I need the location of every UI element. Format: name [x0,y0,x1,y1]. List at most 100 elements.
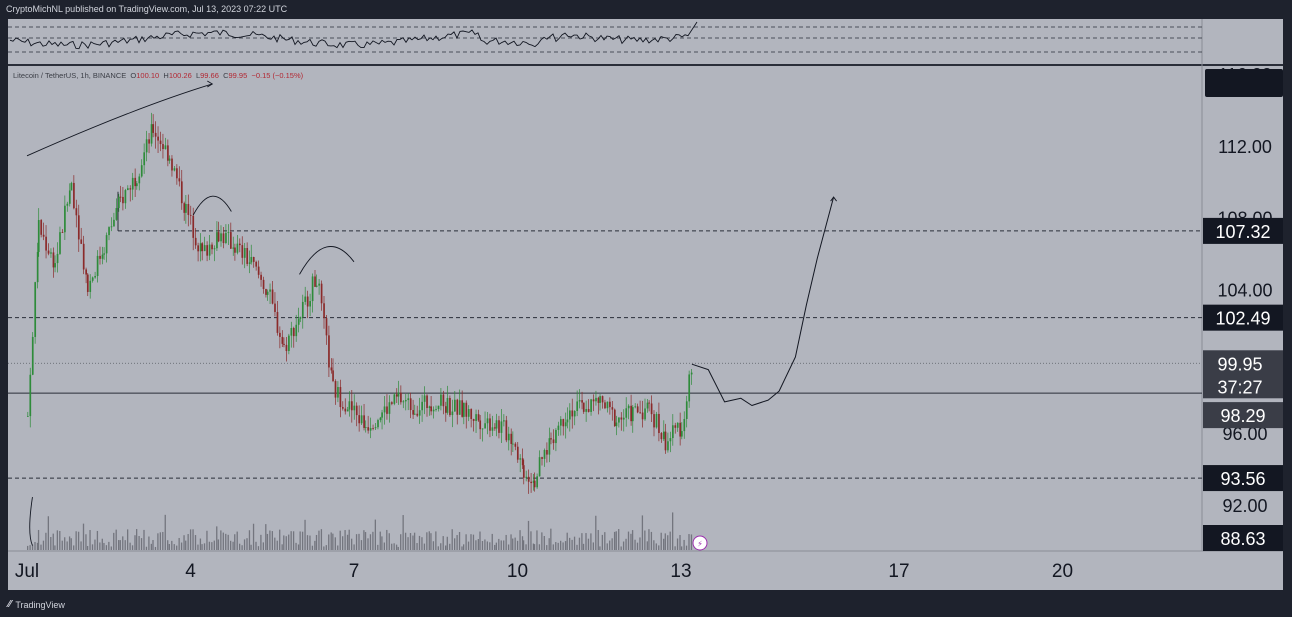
candle-body-183 [454,399,456,412]
price-chart[interactable]: ⚡116.00112.00108.00104.0096.0092.00107.3… [0,0,1292,592]
legend-symbol: Litecoin / TetherUS, 1h, BINANCE [13,71,127,80]
volume-bar-198 [489,542,491,550]
volume-bar-35 [108,541,110,550]
volume-bar-66 [180,542,183,550]
legend-high: 100.26 [168,71,192,80]
candle-body-51 [145,139,148,153]
candle-body-55 [154,132,157,137]
candle-body-245 [597,397,600,403]
volume-bar-67 [183,535,185,550]
volume-bar-36 [110,546,112,550]
volume-bar-140 [353,544,355,550]
candle-body-185 [458,400,461,415]
volume-bar-263 [639,537,641,550]
volume-bar-136 [344,530,346,550]
candle-body-188 [465,402,468,417]
candle-body-179 [445,406,447,413]
candle-body-172 [428,406,431,409]
volume-bar-8 [45,532,47,550]
volume-bar-163 [407,537,409,550]
candle-body-138 [348,401,351,410]
candle-body-45 [131,177,134,190]
volume-bar-205 [505,534,507,550]
volume-bar-47 [136,529,138,550]
candle-body-33 [103,253,105,255]
volume-bar-204 [503,540,505,550]
candle-body-147 [369,428,372,431]
volume-bar-164 [409,533,412,550]
volume-bar-64 [176,545,178,550]
candle-body-222 [543,449,546,459]
candle-body-199 [491,427,494,431]
volume-bar-42 [124,540,126,550]
volume-bar-285 [690,534,693,550]
candle-body-94 [246,248,249,264]
volume-bar-155 [388,533,390,550]
volume-bar-11 [52,533,54,550]
volume-bar-214 [525,544,527,550]
candle-body-105 [271,289,274,304]
volume-bar-166 [413,532,416,550]
candle-body-85 [225,232,227,244]
candle-body-191 [472,419,475,421]
candle-body-253 [615,422,618,427]
volume-bar-186 [461,546,463,550]
candle-body-258 [627,405,630,409]
candle-body-273 [663,431,665,440]
legend-open: 100.10 [136,71,160,80]
candle-body-254 [618,417,620,423]
volume-bar-124 [315,534,318,550]
volume-bar-99 [257,546,260,550]
candle-body-115 [295,324,298,337]
volume-bar-264 [641,515,644,550]
tradingview-footer: ⁄⁄ TradingView [0,592,1292,617]
candle-body-57 [159,140,162,145]
volume-bar-227 [555,542,557,550]
volume-bar-276 [669,531,671,550]
volume-bar-85 [225,533,227,550]
candle-body-246 [599,396,601,403]
volume-bar-177 [440,543,442,550]
candle-body-216 [530,481,532,484]
volume-bar-211 [519,530,521,550]
volume-bar-239 [582,543,585,550]
volume-bar-175 [435,531,437,550]
candle-body-8 [45,236,47,251]
volume-bar-1 [29,545,31,550]
volume-bar-169 [421,537,423,550]
volume-bar-134 [339,530,341,550]
volume-bar-156 [391,543,393,550]
volume-bar-110 [283,535,285,550]
candle-body-22 [77,215,80,240]
volume-bar-202 [498,538,500,550]
volume-bar-178 [442,536,444,550]
candle-body-135 [342,407,344,409]
candle-body-221 [541,457,543,459]
legend-low: 99.66 [200,71,219,80]
volume-bar-135 [342,536,344,550]
candle-body-151 [379,417,382,421]
candle-body-180 [446,398,449,413]
volume-bar-104 [269,530,271,550]
candle-body-146 [367,427,370,431]
candle-body-1 [29,374,32,417]
volume-bar-79 [211,542,213,550]
volume-bar-277 [672,512,674,550]
volume-bar-194 [479,531,481,550]
candle-body-83 [220,233,222,242]
volume-bar-128 [325,545,327,550]
candle-body-194 [479,420,482,430]
candle-body-4 [36,252,39,283]
volume-bar-126 [320,529,323,550]
volume-bar-252 [613,531,616,550]
candle-body-211 [519,458,522,460]
candle-body-205 [505,420,508,441]
volume-bar-143 [360,540,363,550]
candle-body-118 [301,301,304,317]
candle-body-92 [241,245,244,258]
candle-body-30 [96,255,99,277]
volume-bar-212 [521,536,524,550]
candle-body-49 [140,165,143,177]
candle-body-111 [285,344,288,352]
volume-bar-120 [306,535,309,550]
